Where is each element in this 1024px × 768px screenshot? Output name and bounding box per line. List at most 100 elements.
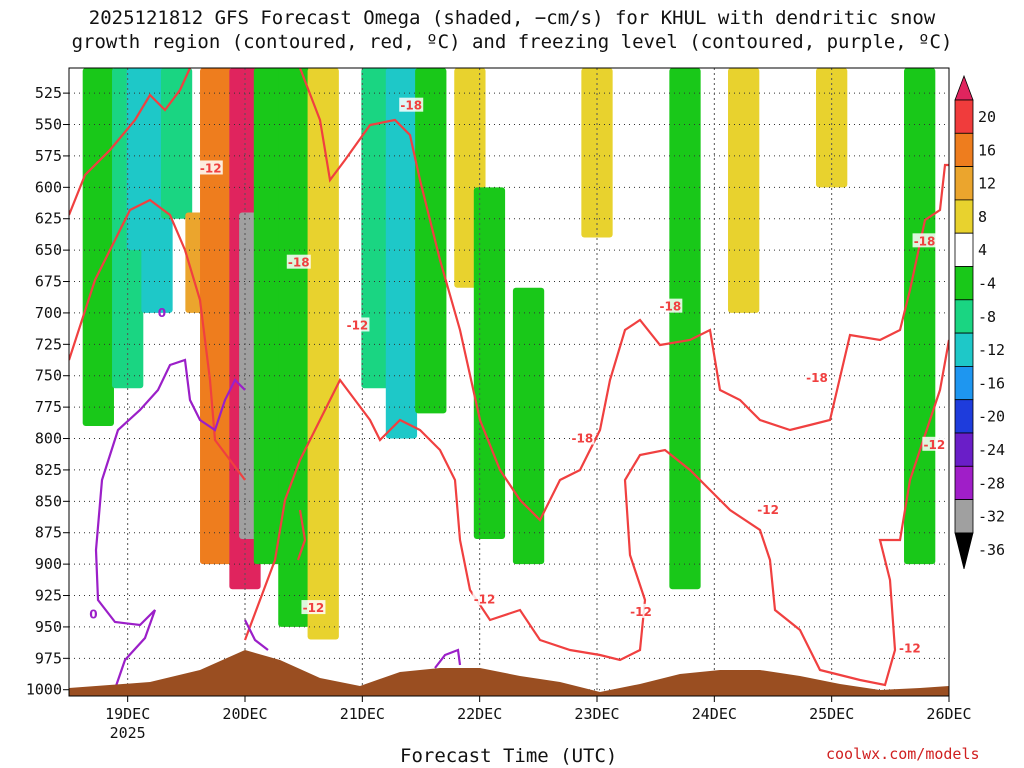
dendritic-label-bg-10 [301,600,326,615]
colorbar-label-10: -24 [978,441,1005,459]
credit-link[interactable]: coolwx.com/models [826,745,980,763]
x-tick-label-6: 25DEC [809,705,854,723]
y-tick-label-700: 700 [35,304,62,322]
omega-band-12 [361,68,393,389]
dendritic-label-bg-11 [472,591,497,606]
dendritic-label-8: -12 [923,438,945,452]
omega-band-6 [200,68,232,565]
x-year-label: 2025 [110,724,146,742]
omega-band-17 [512,287,545,565]
colorbar-label-3: 8 [978,208,987,226]
y-tick-label-900: 900 [35,555,62,573]
x-axis: 19DEC 20DEC 21DEC 22DEC 23DEC 24DEC 25DEC 26DEC… [105,696,972,742]
terrain-profile [69,650,949,696]
dendritic-label-10: -12 [303,601,325,615]
dendritic-label-bg-7 [912,233,937,248]
omega-band-10 [278,68,310,627]
colorbar-swatch-4 [954,232,974,267]
dendritic-label-bg-0 [198,160,223,175]
dendritic-label-bg-6 [805,370,829,385]
x-tick-label-2: 21DEC [340,705,385,723]
y-tick-label-600: 600 [35,178,62,196]
dendritic-label-bg-2 [286,254,311,269]
dendritic-contour-0 [69,68,192,216]
y-tick-label-775: 775 [35,398,62,416]
x-tick-label-0: 19DEC [105,705,150,723]
colorbar-bottom-arrow [954,532,974,569]
y-tick-label-800: 800 [35,430,62,448]
dendritic-contour-3 [243,339,949,687]
colorbar-swatch-7 [954,332,974,367]
freezing-contour-2 [434,648,462,669]
colorbar-swatch-8 [954,365,974,401]
colorbar-label-2: 12 [978,175,996,193]
omega-band-0 [82,68,114,426]
freezing-label-0: 0 [158,306,166,320]
colorbar-label-9: -20 [978,408,1005,426]
omega-band-18 [581,68,613,238]
omega-band-19 [669,68,701,590]
y-tick-label-950: 950 [35,618,62,636]
contour-labels: -12 -18 -18 -12 -18 -18 -18 -18 -12 -12 -12 -12 -12 -… [89,97,947,655]
dendritic-label-bg-5 [658,298,683,313]
x-tick-label-1: 20DEC [222,705,267,723]
dendritic-label-5: -18 [659,300,681,314]
colorbar-label-7: -12 [978,341,1005,359]
x-tick-label-5: 24DEC [692,705,737,723]
dendritic-label-bg-4 [570,430,595,445]
omega-shading [82,68,936,640]
y-tick-label-925: 925 [35,587,62,605]
dendritic-label-12: -12 [630,605,652,619]
colorbar-swatch-12 [954,499,974,534]
colorbar-label-0: 20 [978,108,996,126]
contours [69,68,949,687]
omega-band-21 [816,68,848,188]
dendritic-label-2: -18 [288,256,310,270]
colorbar-label-6: -8 [978,308,996,326]
freezing-contour-0 [94,358,246,687]
dendritic-contour-2 [298,68,949,522]
y-tick-label-550: 550 [35,116,62,134]
omega-band-14 [415,68,447,414]
y-tick-label-725: 725 [35,335,62,353]
x-tick-label-3: 22DEC [457,705,502,723]
x-tick-label-4: 23DEC [574,705,619,723]
colorbar-swatch-10 [954,432,974,467]
dendritic-label-bg-3 [345,317,370,332]
colorbar-label-8: -16 [978,374,1005,392]
dendritic-contour-1 [69,198,246,481]
y-axis: 525 550 575 600 625 650 675 700 725 750 775 800 825 8… [26,84,69,699]
chart-title: 2025121812 GFS Forecast Omega (shaded, −… [0,6,1024,54]
colorbar-swatch-11 [954,465,974,500]
colorbar-label-5: -4 [978,275,996,293]
dendritic-label-bg-13 [897,640,922,655]
dendritic-label-bg-8 [922,436,947,451]
colorbar-swatch-0 [954,99,974,134]
y-tick-label-1000: 1000 [26,681,62,699]
dendritic-label-bg-12 [629,603,653,618]
y-tick-label-850: 850 [35,492,62,510]
freezing-contour-1 [244,619,269,651]
colorbar-swatch-3 [954,199,974,234]
omega-band-4 [160,68,193,219]
y-tick-label-825: 825 [35,461,62,479]
y-tick-label-525: 525 [35,84,62,102]
y-tick-label-575: 575 [35,147,62,165]
x-tick-label-7: 26DEC [926,705,971,723]
grid [69,68,950,696]
y-tick-label-625: 625 [35,210,62,228]
dendritic-label-bg-1 [399,97,424,112]
colorbar-top-arrow [954,74,974,101]
colorbar: 20 16 12 8 4 -4 -8 -12 -16 -20 -24 -28 -32 -36 [954,74,1005,569]
dendritic-label-11: -12 [474,592,496,606]
title-line-2: growth region (contoured, red, ºC) and f… [71,31,953,53]
colorbar-label-1: 16 [978,141,996,159]
dendritic-label-1: -18 [400,99,422,113]
colorbar-swatch-9 [954,399,974,434]
freezing-label-1: 0 [89,607,97,621]
y-tick-label-750: 750 [35,367,62,385]
colorbar-swatch-6 [954,299,974,334]
title-line-1: 2025121812 GFS Forecast Omega (shaded, −… [88,7,936,29]
omega-band-13 [385,68,418,439]
dendritic-label-6: -18 [806,371,828,385]
